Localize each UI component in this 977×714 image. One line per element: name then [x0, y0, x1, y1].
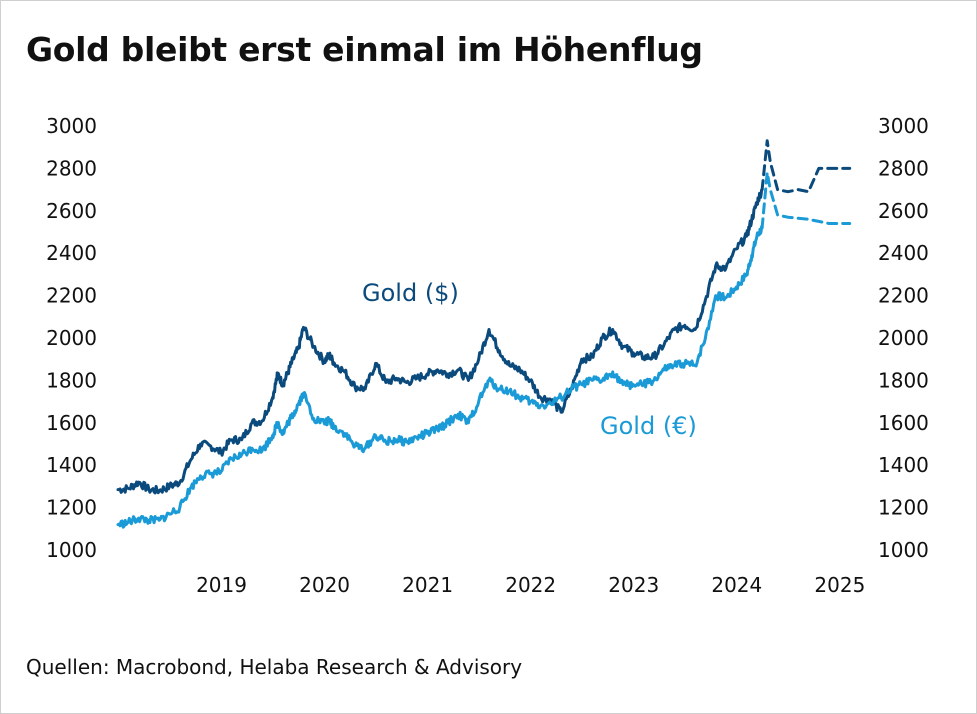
y-tick-right-2200: 2200 [878, 284, 929, 308]
x-tick-2021: 2021 [402, 573, 453, 597]
y-axis-right: 1000 1200 1400 1600 1800 2000 2200 2400 2600 2800… [878, 114, 929, 562]
series-line-gold- [116, 188, 764, 495]
y-tick-right-1800: 1800 [878, 368, 929, 392]
y-tick-left-2000: 2000 [46, 326, 97, 350]
source-note: Quellen: Macrobond, Helaba Research & Ad… [26, 655, 523, 679]
y-tick-right-3000: 3000 [878, 114, 929, 138]
y-tick-left-1800: 1800 [46, 368, 97, 392]
x-tick-2025: 2025 [814, 573, 865, 597]
y-tick-right-2800: 2800 [878, 156, 929, 180]
y-tick-right-2400: 2400 [878, 241, 929, 265]
y-tick-left-1600: 1600 [46, 411, 97, 435]
y-tick-right-1200: 1200 [878, 496, 929, 520]
y-tick-left-2800: 2800 [46, 156, 97, 180]
x-tick-2023: 2023 [608, 573, 659, 597]
y-tick-left-1400: 1400 [46, 453, 97, 477]
series-label-gold-eur: Gold (€) [600, 412, 697, 440]
series-label-gold-usd: Gold ($) [362, 279, 459, 307]
series-line-gold- [116, 225, 764, 529]
y-tick-left-3000: 3000 [46, 114, 97, 138]
y-tick-right-2000: 2000 [878, 326, 929, 350]
y-tick-right-2600: 2600 [878, 199, 929, 223]
series-line-gold-prognose [760, 139, 852, 194]
series-group [116, 139, 852, 529]
x-tick-2020: 2020 [299, 573, 350, 597]
x-tick-2024: 2024 [711, 573, 762, 597]
y-tick-right-1400: 1400 [878, 453, 929, 477]
series-line-gold-prognose [760, 171, 852, 230]
y-tick-left-2400: 2400 [46, 241, 97, 265]
y-axis-left: 1000 1200 1400 1600 1800 2000 2200 2400 2600 2800… [46, 114, 97, 562]
x-axis: 2019 2020 2021 2022 2023 2024 2025 [196, 573, 865, 597]
y-tick-left-1200: 1200 [46, 496, 97, 520]
y-tick-left-2200: 2200 [46, 284, 97, 308]
y-tick-right-1000: 1000 [878, 538, 929, 562]
chart-title: Gold bleibt erst einmal im Höhenflug [26, 30, 703, 69]
y-tick-right-1600: 1600 [878, 411, 929, 435]
x-tick-2019: 2019 [196, 573, 247, 597]
y-tick-left-1000: 1000 [46, 538, 97, 562]
x-tick-2022: 2022 [505, 573, 556, 597]
y-tick-left-2600: 2600 [46, 199, 97, 223]
